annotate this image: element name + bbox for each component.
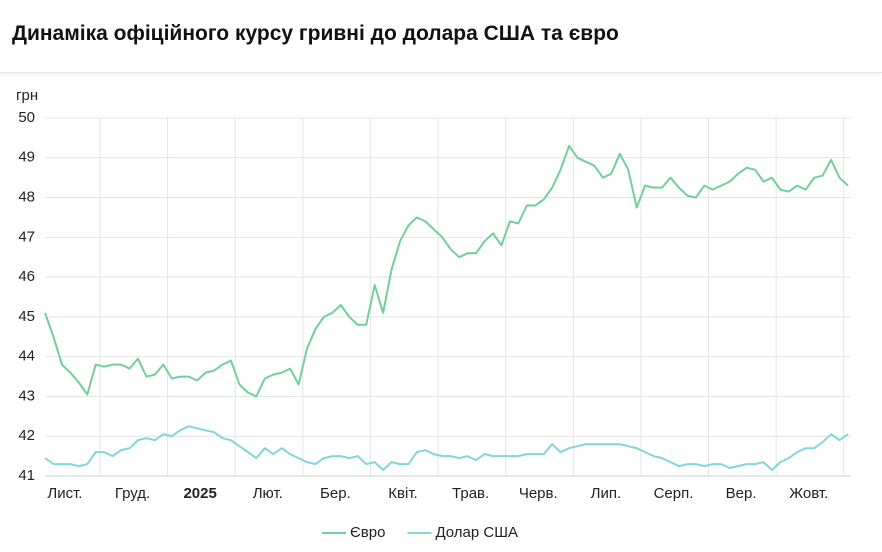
x-tick-label: Груд.: [115, 485, 150, 502]
header: Динаміка офіційного курсу гривні до дола…: [0, 0, 882, 73]
x-tick-label: Лип.: [591, 485, 622, 502]
series-line: [44, 425, 849, 471]
y-tick-label: 41: [18, 467, 35, 484]
x-tick-label: Жовт.: [789, 485, 828, 502]
x-tick-label: 2025: [183, 485, 216, 502]
y-tick-label: 42: [18, 427, 35, 444]
y-axis-label: грн: [16, 87, 38, 104]
y-tick-label: 50: [18, 109, 35, 126]
y-tick-label: 48: [18, 189, 35, 206]
x-tick-label: Бер.: [320, 485, 351, 502]
x-tick-label: Лют.: [253, 485, 283, 502]
y-tick-label: 43: [18, 387, 35, 404]
x-tick-label: Вер.: [726, 485, 757, 502]
x-tick-label: Серп.: [654, 485, 694, 502]
y-tick-label: 46: [18, 268, 35, 285]
y-tick-label: 45: [18, 308, 35, 325]
x-tick-label: Трав.: [452, 485, 489, 502]
chart-title: Динаміка офіційного курсу гривні до дола…: [12, 22, 619, 45]
y-tick-label: 44: [18, 348, 35, 365]
legend-label: Долар США: [435, 524, 518, 541]
series-line: [44, 144, 849, 398]
x-tick-label: Квіт.: [388, 485, 417, 502]
y-tick-label: 49: [18, 149, 35, 166]
legend-label: Євро: [350, 524, 385, 541]
x-tick-label: Черв.: [519, 485, 558, 502]
y-tick-label: 47: [18, 228, 35, 245]
x-tick-label: Лист.: [47, 485, 82, 502]
